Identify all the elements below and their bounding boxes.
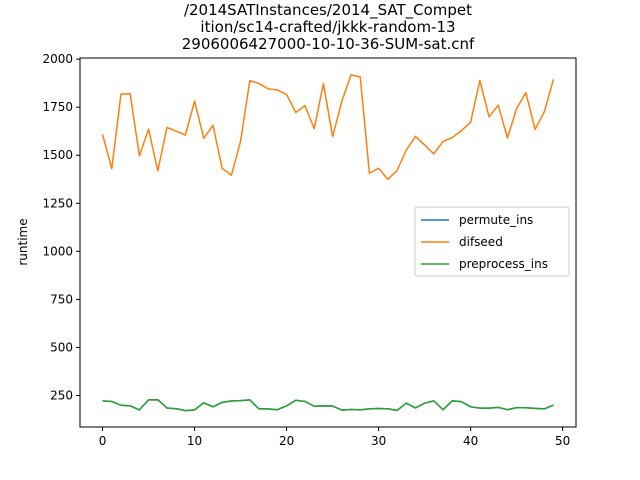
plot-frame [79,57,577,428]
y-tick-label: 2000 [42,52,73,66]
x-tick-label: 50 [555,434,570,448]
x-tick-label: 0 [99,434,107,448]
legend-label-permute-ins: permute_ins [459,213,533,227]
x-tick-label: 40 [463,434,478,448]
plot-series [101,74,555,412]
y-tick-label: 1750 [42,100,73,114]
chart-title-line-2: ition/sc14-crafted/jkkk-random-13 [200,18,455,36]
y-tick-label: 750 [50,292,73,306]
y-axis: 250 500 750 1000 1250 1500 1750 2000 [42,52,80,402]
y-tick-label: 500 [50,340,73,354]
series-line-preprocess-ins [102,398,554,412]
y-axis-label: runtime [16,218,30,265]
x-tick-label: 30 [371,434,386,448]
legend-frame [414,206,570,277]
y-tick-label: 250 [50,388,73,402]
x-axis: 0 10 20 30 40 50 [99,427,570,448]
chart-title-line-3: 2906006427000-10-10-36-SUM-sat.cnf [182,35,475,53]
y-tick-label: 1000 [42,244,73,258]
x-tick-label: 20 [279,434,294,448]
x-tick-label: 10 [187,434,202,448]
series-line-difseed [101,74,555,181]
legend-label-difseed: difseed [459,235,503,249]
legend-label-preprocess-ins: preprocess_ins [459,257,548,271]
chart-title-line-1: /2014SATInstances/2014_SAT_Compet [184,1,472,20]
chart-title: /2014SATInstances/2014_SAT_Compet ition/… [182,1,475,53]
y-tick-label: 1250 [42,196,73,210]
y-tick-label: 1500 [42,148,73,162]
series-line-permute-ins [102,398,554,412]
